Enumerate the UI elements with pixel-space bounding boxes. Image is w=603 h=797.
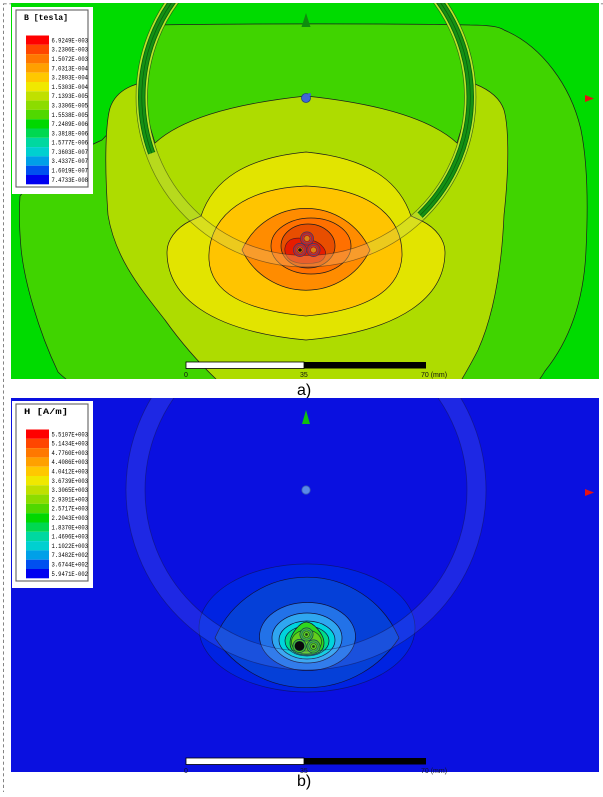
svg-text:3.3818E-006: 3.3818E-006 <box>52 130 89 137</box>
svg-text:1.5777E-006: 1.5777E-006 <box>52 140 89 147</box>
svg-text:3.3306E-005: 3.3306E-005 <box>52 103 89 110</box>
svg-text:H [A/m]: H [A/m] <box>24 407 68 417</box>
svg-text:2.5717E+003: 2.5717E+003 <box>52 506 89 513</box>
svg-text:1.1022E+003: 1.1022E+003 <box>52 543 89 550</box>
svg-text:5.1434E+003: 5.1434E+003 <box>52 441 89 448</box>
svg-text:B [tesla]: B [tesla] <box>24 13 68 23</box>
svg-text:3.4337E-007: 3.4337E-007 <box>52 158 89 165</box>
svg-text:5.5107E+003: 5.5107E+003 <box>52 431 89 438</box>
svg-text:35: 35 <box>300 372 308 379</box>
svg-text:3.2803E-004: 3.2803E-004 <box>52 75 89 82</box>
svg-text:3.6744E+002: 3.6744E+002 <box>52 562 89 569</box>
svg-text:2.9391E+003: 2.9391E+003 <box>52 496 89 503</box>
svg-text:1.4696E+003: 1.4696E+003 <box>52 534 89 541</box>
svg-text:1.6019E-007: 1.6019E-007 <box>52 168 89 175</box>
svg-text:1.5072E-003: 1.5072E-003 <box>52 56 89 63</box>
svg-text:7.0313E-004: 7.0313E-004 <box>52 65 89 72</box>
svg-text:7.2489E-006: 7.2489E-006 <box>52 121 89 128</box>
svg-text:1.8370E+003: 1.8370E+003 <box>52 524 89 531</box>
svg-text:4.7760E+003: 4.7760E+003 <box>52 450 89 457</box>
svg-text:3.3065E+003: 3.3065E+003 <box>52 487 89 494</box>
svg-text:0: 0 <box>184 768 188 775</box>
svg-text:b): b) <box>297 773 311 790</box>
svg-text:3.2306E-003: 3.2306E-003 <box>52 47 89 54</box>
svg-text:7.1393E-005: 7.1393E-005 <box>52 93 89 100</box>
svg-text:1.5303E-004: 1.5303E-004 <box>52 84 89 91</box>
svg-text:7.3482E+002: 7.3482E+002 <box>52 552 89 559</box>
svg-text:7.3603E-007: 7.3603E-007 <box>52 149 89 156</box>
svg-text:2.2043E+003: 2.2043E+003 <box>52 515 89 522</box>
svg-text:6.9249E-003: 6.9249E-003 <box>52 37 89 44</box>
svg-text:1.5538E-005: 1.5538E-005 <box>52 112 89 119</box>
svg-text:70 (mm): 70 (mm) <box>421 768 447 775</box>
svg-text:0: 0 <box>184 372 188 379</box>
svg-text:7.4733E-008: 7.4733E-008 <box>52 177 89 184</box>
svg-text:70 (mm): 70 (mm) <box>421 372 447 379</box>
svg-text:4.0412E+003: 4.0412E+003 <box>52 469 89 476</box>
svg-text:3.6739E+003: 3.6739E+003 <box>52 478 89 485</box>
svg-text:5.9471E-002: 5.9471E-002 <box>52 571 89 578</box>
svg-text:4.4086E+003: 4.4086E+003 <box>52 459 89 466</box>
svg-text:a): a) <box>297 382 311 399</box>
